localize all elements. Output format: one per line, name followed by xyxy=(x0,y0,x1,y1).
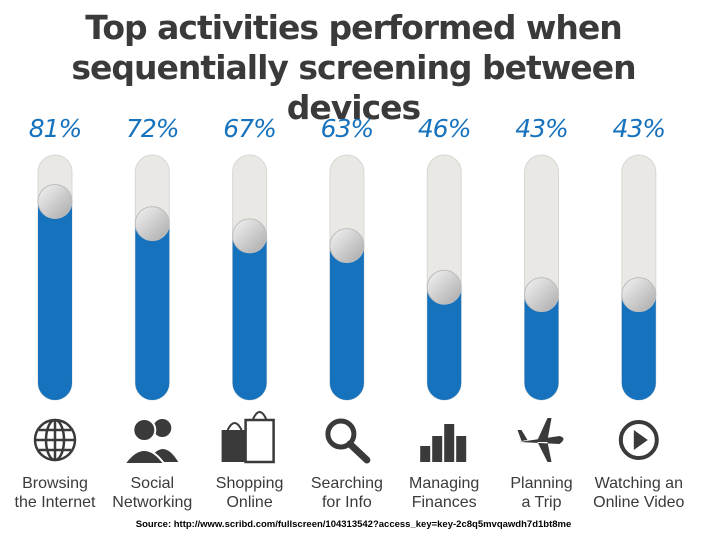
category-label-line: Searching xyxy=(310,475,383,492)
bar-fill xyxy=(135,223,170,400)
category-label-line: Finances xyxy=(411,494,477,511)
category-label: Managing Finances xyxy=(389,474,499,512)
category-label: Shopping Online xyxy=(195,474,305,512)
bar-fill xyxy=(38,201,72,400)
category-label-line: Managing xyxy=(409,475,480,492)
bar-knob xyxy=(232,218,268,254)
category-label-line: Online xyxy=(226,494,273,511)
source-note: Source: http://www.scribd.com/fullscreen… xyxy=(135,519,572,530)
category-label-line: Networking xyxy=(112,494,193,511)
value-label: 81% xyxy=(28,114,83,143)
bar-fill xyxy=(427,287,462,400)
category-label: Social Networking xyxy=(97,474,207,512)
category-label-line: Social xyxy=(130,475,175,492)
category-label-line: Online Video xyxy=(593,494,685,511)
bar-chart-icon xyxy=(420,424,467,462)
bar-knob xyxy=(426,269,462,305)
value-label: 63% xyxy=(320,114,375,143)
title-line-2: sequentially screening between devices xyxy=(71,48,636,127)
category-label-line: Browsing xyxy=(22,475,88,492)
category-label: Browsing the Internet xyxy=(0,474,110,512)
play-icon xyxy=(618,420,659,460)
bar-group xyxy=(426,154,462,401)
bar-knob xyxy=(329,228,365,264)
bar-knob xyxy=(524,277,559,313)
category-label-line: Planning xyxy=(510,475,573,492)
shopping-bag-icon xyxy=(221,411,275,464)
category-label-line: the Internet xyxy=(14,494,96,511)
bar-group xyxy=(329,154,365,401)
chart-title: Top activities performed when sequential… xyxy=(0,8,707,128)
airplane-icon xyxy=(517,418,564,462)
bar-group xyxy=(232,154,268,401)
value-label: 67% xyxy=(223,114,277,143)
category-label-line: Shopping xyxy=(215,475,284,492)
value-label: 72% xyxy=(126,114,180,143)
title-line-1: Top activities performed when xyxy=(85,8,623,47)
bar-fill xyxy=(329,245,364,400)
bar-fill xyxy=(232,235,267,400)
value-label: 43% xyxy=(515,114,569,143)
value-label: 46% xyxy=(417,114,472,143)
bar-knob xyxy=(134,206,170,242)
globe-icon xyxy=(33,418,77,462)
magnifier-icon xyxy=(325,418,371,464)
bar-group xyxy=(621,154,657,401)
category-label-line: for Info xyxy=(321,494,372,511)
category-label-line: Watching an xyxy=(594,475,683,492)
bar-knob xyxy=(621,277,657,313)
bar-group xyxy=(37,154,73,401)
bar-fill xyxy=(524,294,559,400)
bar-group xyxy=(134,154,170,401)
category-label: Searching for Info xyxy=(292,474,402,512)
value-label: 43% xyxy=(612,114,667,143)
bar-fill xyxy=(621,294,656,400)
people-icon xyxy=(122,418,179,465)
bar-knob xyxy=(37,184,73,220)
category-label: Planning a Trip xyxy=(487,474,597,512)
category-label: Watching an Online Video xyxy=(584,474,694,512)
bar-group xyxy=(524,154,559,401)
category-label-line: a Trip xyxy=(521,494,562,511)
